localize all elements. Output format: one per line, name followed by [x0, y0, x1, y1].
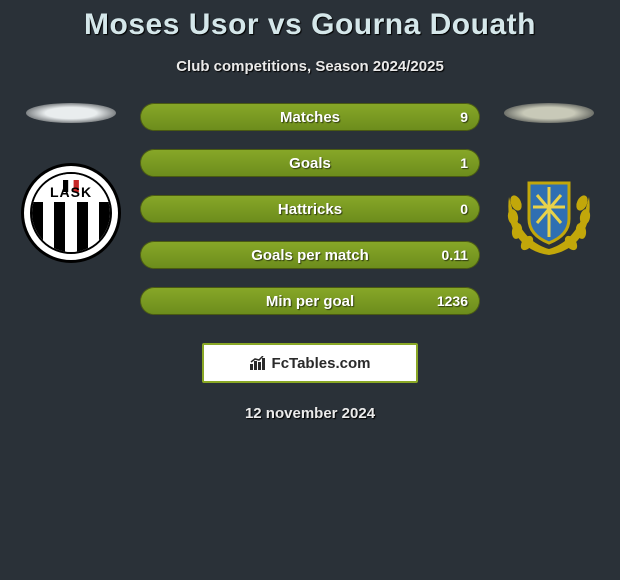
brand-text: FcTables.com	[272, 355, 371, 372]
right-club-column	[490, 103, 608, 263]
stat-row-gpm: Goals per match 0.11	[140, 241, 480, 269]
chart-icon	[250, 356, 268, 370]
stat-label: Goals per match	[251, 247, 369, 264]
wreath-logo-svg	[499, 163, 599, 263]
stat-value: 9	[460, 109, 468, 125]
lask-logo-text: LASK	[50, 184, 92, 200]
right-player-ellipse	[504, 103, 594, 123]
left-club-column: LASK	[12, 103, 130, 263]
brand-box: FcTables.com	[202, 343, 418, 383]
subtitle: Club competitions, Season 2024/2025	[0, 58, 620, 75]
stat-label: Goals	[289, 155, 331, 172]
stat-row-mpg: Min per goal 1236	[140, 287, 480, 315]
stat-row-goals: Goals 1	[140, 149, 480, 177]
right-club-logo	[499, 163, 599, 263]
comparison-layout: LASK Matches 9 Goals 1 Hattricks 0 Goa	[0, 103, 620, 315]
stat-row-hattricks: Hattricks 0	[140, 195, 480, 223]
stat-value: 0.11	[442, 247, 468, 263]
stat-value: 1	[460, 155, 468, 171]
stat-label: Hattricks	[278, 201, 342, 218]
stats-column: Matches 9 Goals 1 Hattricks 0 Goals per …	[130, 103, 490, 315]
page-title: Moses Usor vs Gourna Douath	[0, 0, 620, 42]
left-player-ellipse	[26, 103, 116, 123]
stat-label: Min per goal	[266, 293, 354, 310]
stat-label: Matches	[280, 109, 340, 126]
date-line: 12 november 2024	[0, 405, 620, 422]
left-club-logo: LASK	[21, 163, 121, 263]
stat-row-matches: Matches 9	[140, 103, 480, 131]
stat-value: 1236	[437, 293, 468, 309]
stat-value: 0	[460, 201, 468, 217]
lask-stripes	[32, 202, 110, 252]
